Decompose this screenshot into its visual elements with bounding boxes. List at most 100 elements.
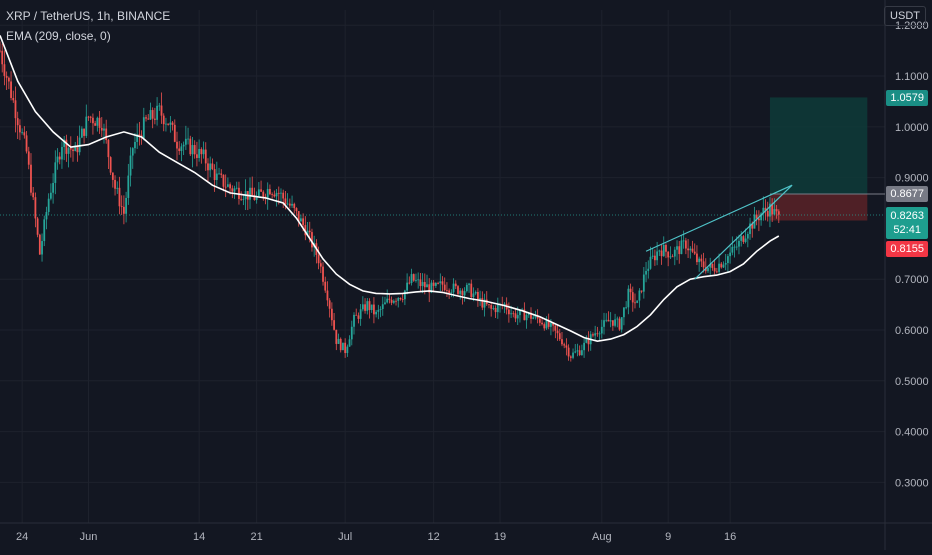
candle-body <box>403 290 406 300</box>
candle-body <box>658 250 661 252</box>
candle-body <box>36 218 39 235</box>
candle-body <box>676 246 678 250</box>
candle-body <box>720 263 723 268</box>
candle-body <box>47 198 50 212</box>
candle-body <box>151 110 154 119</box>
candle-body <box>419 279 422 287</box>
candle-body <box>412 274 415 281</box>
candle-body <box>145 117 147 119</box>
candle-body <box>702 261 705 268</box>
candle-body <box>242 199 245 201</box>
candle-body <box>379 308 382 310</box>
candle-body <box>375 311 378 315</box>
candle-body <box>1 50 4 65</box>
candle-body <box>446 290 448 291</box>
candle-body <box>432 282 435 286</box>
candle-body <box>605 319 608 321</box>
candle-body <box>209 163 212 171</box>
candle-body <box>14 100 17 119</box>
candle-body <box>361 304 364 310</box>
candle-body <box>322 266 324 282</box>
candle-body <box>373 304 375 315</box>
candle-body <box>556 330 559 334</box>
last-price-label: 0.8263 52:41 <box>886 207 928 239</box>
candle-body <box>291 203 293 206</box>
candle-body <box>625 307 628 309</box>
y-tick-label: 0.5000 <box>895 376 929 388</box>
candle-body <box>684 240 687 249</box>
candle-body <box>733 246 736 248</box>
candle-body <box>749 223 751 234</box>
candle-body <box>120 206 123 208</box>
candle-body <box>178 148 181 152</box>
candle-body <box>280 192 282 194</box>
candle-body <box>25 135 28 152</box>
ema-line[interactable] <box>0 35 780 343</box>
candle-body <box>519 309 521 316</box>
candle-body <box>80 128 83 138</box>
candle-body <box>240 198 243 200</box>
candle-body <box>534 315 537 318</box>
candle-body <box>751 223 754 229</box>
candle-body <box>490 305 493 309</box>
countdown-timer: 52:41 <box>893 224 921 236</box>
candle-body <box>594 333 597 336</box>
candle-body <box>530 312 532 319</box>
candle-body <box>682 240 685 242</box>
candle-body <box>696 253 698 263</box>
candle-body <box>388 298 391 300</box>
wedge-lower-line[interactable] <box>694 184 793 280</box>
candle-body <box>76 145 79 153</box>
candle-body <box>251 187 254 196</box>
symbol-title[interactable]: XRP / TetherUS, 1h, BINANCE <box>6 9 171 23</box>
wedge-upper-line[interactable] <box>645 184 793 252</box>
candle-body <box>631 292 634 303</box>
candle-body <box>189 138 192 155</box>
candle-body <box>21 132 24 134</box>
candle-body <box>34 197 37 219</box>
loss-zone[interactable] <box>769 194 868 221</box>
candle-body <box>273 194 276 197</box>
x-tick-label: 19 <box>494 531 506 543</box>
candle-body <box>441 281 444 285</box>
candle-body <box>176 141 178 149</box>
candle-body <box>142 117 145 139</box>
candle-body <box>304 225 307 236</box>
candle-body <box>450 292 453 294</box>
candle-body <box>439 281 442 284</box>
candle-body <box>580 350 583 356</box>
candle-body <box>731 246 734 253</box>
candle-body <box>479 298 482 300</box>
candle-body <box>207 163 209 171</box>
candle-body <box>554 325 557 331</box>
candle-body <box>233 188 236 192</box>
candle-body <box>545 319 548 329</box>
candle-body <box>769 203 771 217</box>
candle-body <box>735 246 738 248</box>
candle-body <box>220 173 223 175</box>
candle-body <box>727 256 729 264</box>
candle-body <box>229 184 231 189</box>
x-tick-label: 14 <box>193 531 205 543</box>
candle-body <box>503 303 506 306</box>
candle-body <box>138 134 141 136</box>
candle-body <box>171 122 174 125</box>
candle-body <box>337 338 340 344</box>
candle-body <box>326 290 329 301</box>
candle-body <box>98 117 101 128</box>
candle-body <box>200 149 203 155</box>
candle-body <box>541 322 543 325</box>
profit-zone[interactable] <box>769 97 868 195</box>
currency-badge[interactable]: USDT <box>884 6 926 26</box>
candle-body <box>660 250 663 257</box>
indicator-legend[interactable]: EMA (209, close, 0) <box>6 29 111 43</box>
candle-body <box>592 334 594 336</box>
stop-price-label: 0.8155 <box>886 241 928 257</box>
candle-body <box>162 115 165 125</box>
candle-body <box>78 137 81 153</box>
candle-body <box>94 123 97 126</box>
candle-body <box>5 75 8 78</box>
candle-body <box>262 191 265 197</box>
candle-body <box>766 210 769 217</box>
